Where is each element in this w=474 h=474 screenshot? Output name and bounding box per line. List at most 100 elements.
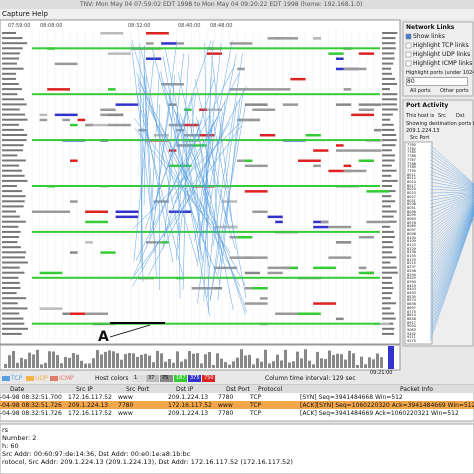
mode-radio[interactable]: Dst: [456, 113, 465, 119]
table-cell[interactable]: [ACK] Seq=3941484669 Ack=1060220321 Win=…: [300, 410, 459, 417]
table-cell[interactable]: www: [218, 402, 233, 409]
port-item: 8011: [407, 172, 416, 177]
table-cell[interactable]: TCP: [250, 402, 262, 409]
host-label: [382, 113, 393, 116]
checkbox: [405, 51, 412, 58]
link: [195, 116, 236, 250]
checkbox-label[interactable]: Show links: [413, 33, 445, 40]
packet-cell: [47, 210, 70, 213]
port-input[interactable]: 80: [406, 77, 468, 86]
host-label: [2, 57, 20, 60]
link: [160, 71, 204, 263]
radio-label[interactable]: Other ports: [440, 88, 469, 94]
table-cell[interactable]: TCP: [250, 410, 262, 417]
packet-cell: [358, 149, 382, 152]
table-cell[interactable]: TCP: [250, 394, 262, 401]
histogram-bar: [36, 349, 39, 368]
table-cell[interactable]: www: [118, 410, 133, 417]
histogram-bar: [160, 353, 163, 368]
table-cell[interactable]: 7780: [218, 410, 234, 417]
host-label: [2, 149, 24, 152]
histogram-bar: [104, 351, 107, 368]
port-item: 8014: [407, 180, 416, 184]
mode-radio[interactable]: Src: [438, 113, 446, 119]
packet-cell: [237, 236, 253, 239]
histogram-bar: [228, 364, 231, 368]
packet-cell: [115, 103, 139, 106]
histogram-bar: [188, 351, 191, 368]
menu-item[interactable]: Capture: [2, 10, 30, 18]
checkbox-label[interactable]: Highlight TCP links: [413, 42, 469, 49]
table-cell[interactable]: 7780: [218, 394, 234, 401]
packet-cell: [313, 302, 336, 305]
scale-swatch: [146, 375, 159, 382]
checkbox-label[interactable]: Highlight ICMP links: [413, 60, 473, 67]
table-cell[interactable]: 172.16.117.52: [68, 410, 112, 417]
table-cell[interactable]: 209.1.224.13: [168, 394, 209, 401]
table-cell[interactable]: 7780: [118, 402, 134, 409]
link: [143, 76, 147, 206]
radio-label[interactable]: All ports: [410, 88, 431, 94]
port-link: [429, 178, 474, 190]
port-link: [429, 189, 474, 192]
packet-cell: [343, 164, 352, 168]
packet-cell: [320, 220, 329, 224]
table-cell[interactable]: [SYN] Seq=3941484668 Win=512: [300, 394, 403, 401]
host-label: [382, 200, 396, 203]
port-item: 9142: [407, 331, 416, 336]
host-label: [2, 317, 24, 320]
table-cell[interactable]: 172.16.117.52: [68, 394, 112, 401]
host-label: 209.1.224.13: [406, 128, 440, 134]
table-cell[interactable]: 209.1.224.13: [68, 402, 109, 409]
packet-cell: [358, 236, 374, 239]
packet-cell: [343, 169, 367, 173]
packet-cell: [39, 113, 48, 117]
table-cell[interactable]: -04-98 08:32:51.700: [0, 394, 62, 401]
packet-cell: [229, 42, 253, 45]
host-label: [2, 271, 25, 274]
packet-cell: [191, 287, 215, 290]
port-item: 8104: [407, 235, 416, 240]
table-cell[interactable]: 209.1.224.13: [168, 410, 209, 417]
host-label: [2, 225, 19, 228]
host-label: [2, 246, 21, 249]
table-cell[interactable]: -04-98 08:32:51.726: [0, 402, 62, 409]
column-header: Src Port: [410, 135, 430, 141]
host-label: [382, 72, 392, 75]
host-label: [382, 144, 396, 147]
table-cell[interactable]: -04-98 08:32:51.726: [0, 410, 62, 417]
table-cell[interactable]: [ACK][SYN] Seq=1060220320 Ack=3941484669…: [300, 402, 474, 409]
packet-cell: [77, 118, 86, 122]
menu-item[interactable]: Help: [32, 10, 48, 18]
host-label: [382, 179, 398, 182]
packet-cell: [267, 37, 283, 40]
packet-cell: [184, 134, 207, 137]
histogram-bar: [220, 358, 223, 368]
packet-cell: [366, 220, 390, 224]
checkbox: [405, 60, 412, 67]
port-item: 8325: [407, 276, 416, 281]
host-label: [382, 174, 392, 177]
checkbox-label[interactable]: Highlight UDP links: [413, 51, 471, 58]
packet-cell: [39, 271, 63, 275]
table-cell[interactable]: www: [118, 394, 133, 401]
packet-cell: [358, 103, 382, 106]
host-label: [2, 37, 23, 40]
port-item: 8493: [407, 291, 416, 295]
packet-cell: [313, 225, 329, 229]
detail-line: rs: [2, 426, 9, 434]
host-label: [382, 205, 392, 208]
histogram-bar: [264, 349, 267, 368]
scale-swatch: [160, 375, 173, 382]
histogram-bar: [224, 362, 227, 368]
histogram-bar: [260, 361, 263, 368]
host-label: [2, 174, 25, 177]
link: [137, 82, 174, 264]
time-label: 08:08:00: [40, 23, 63, 29]
packet-cell: [176, 123, 200, 127]
port-item: 9063: [407, 328, 416, 332]
table-cell[interactable]: 172.16.117.52: [168, 402, 212, 409]
host-label: [2, 103, 27, 106]
time-label: 08:32:00: [128, 23, 151, 29]
histogram-bar: [296, 351, 299, 368]
